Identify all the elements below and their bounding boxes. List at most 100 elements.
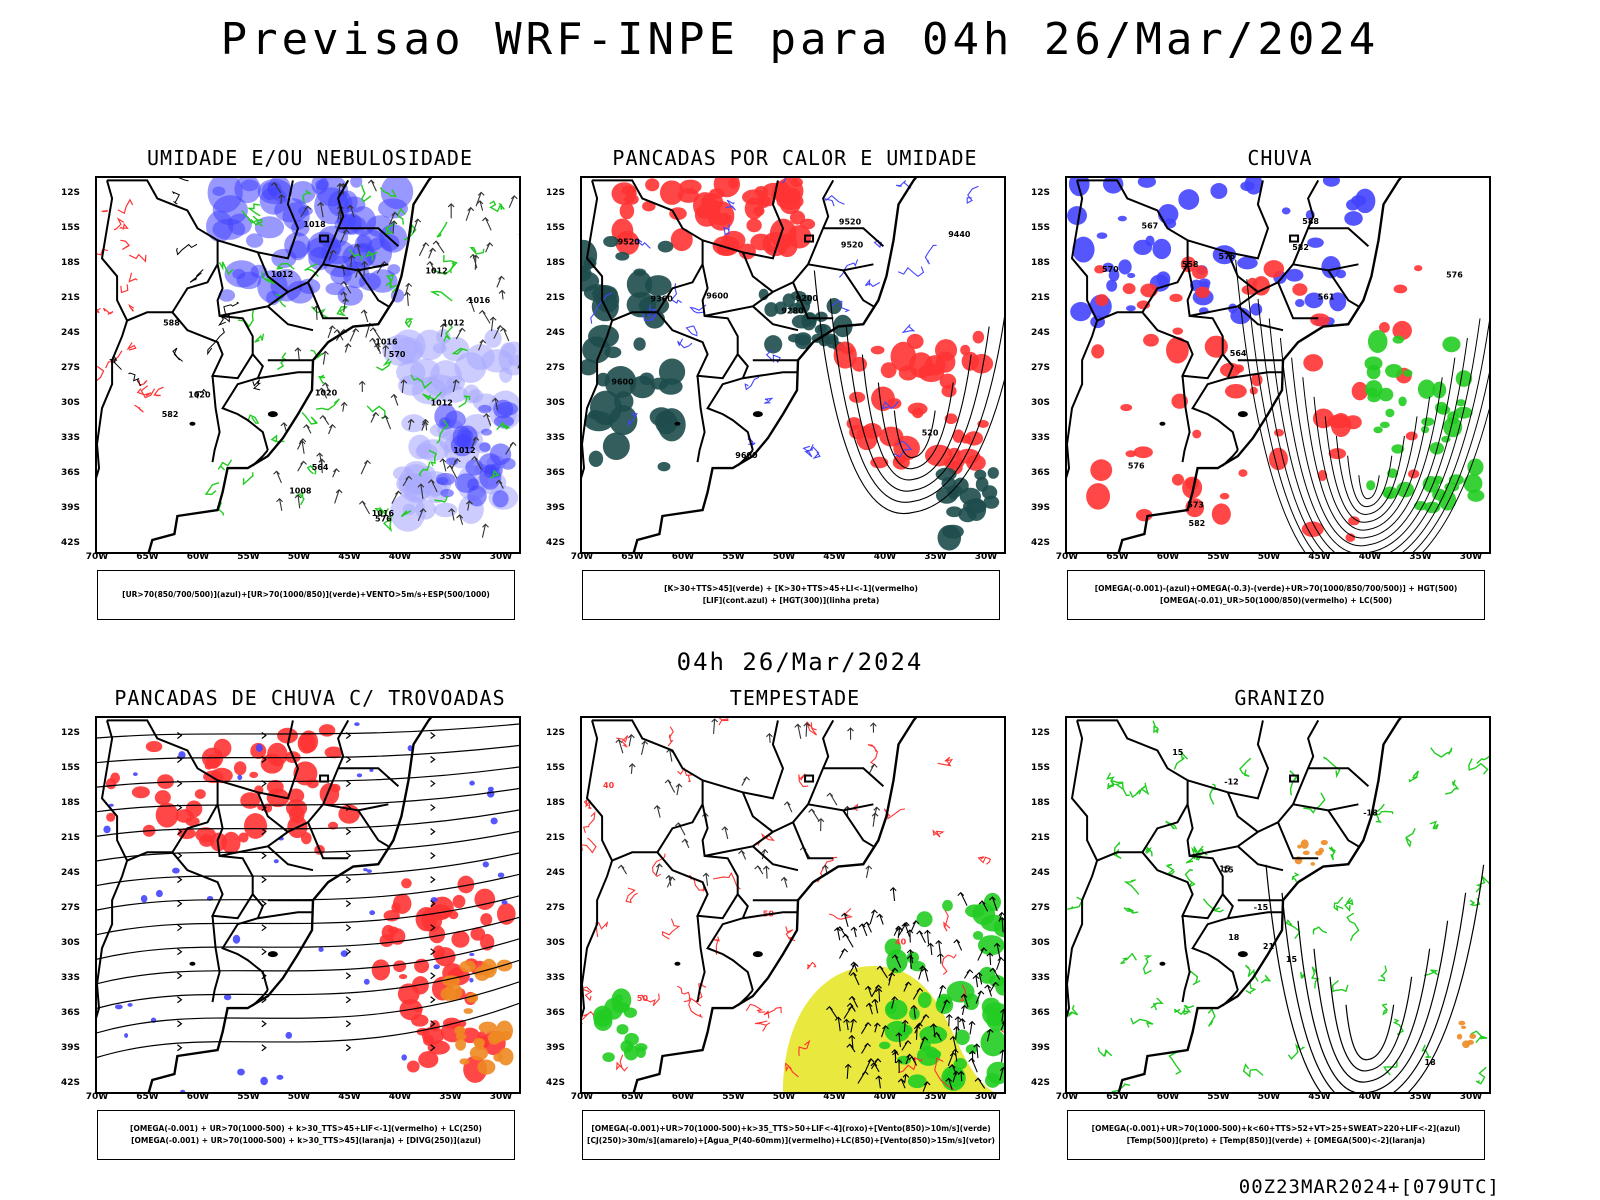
- contour-label: 564: [1230, 349, 1247, 358]
- panel-pancadas-calor: PANCADAS POR CALOR E UMIDADE 9600 9600 9600…: [546, 146, 1010, 626]
- latitude-label: 24S: [546, 868, 566, 878]
- legend-line: [K>30+TTS>45](verde) + [K>30+TTS>45+LI<-…: [664, 584, 918, 593]
- thunder-orange-field: [440, 958, 514, 1075]
- latitude-label: 12S: [61, 188, 81, 198]
- contour-label: 576: [1446, 271, 1463, 280]
- latitude-label: 24S: [61, 868, 81, 878]
- panel-legend: [K>30+TTS>45](verde) + [K>30+TTS>45+LI<-…: [582, 570, 1000, 620]
- longitude-label: 35W: [1409, 552, 1432, 562]
- longitude-label: 65W: [621, 1092, 644, 1102]
- contour-label: 21: [1263, 942, 1275, 951]
- panel-chuva: CHUVA 582 588 576 576 573 570 567 564 561 558 582 57…: [1031, 146, 1495, 626]
- latitude-label: 18S: [546, 258, 566, 268]
- contour-label: -12: [1224, 778, 1238, 787]
- latitude-label: 27S: [61, 903, 81, 913]
- latitude-label: 21S: [546, 833, 566, 843]
- longitude-label: 65W: [1106, 552, 1129, 562]
- latitude-label: 24S: [1031, 328, 1051, 338]
- longitude-label: 60W: [186, 1092, 210, 1102]
- longitude-label: 45W: [823, 1092, 846, 1102]
- contour-label: 15: [1172, 748, 1184, 757]
- longitude-label: 65W: [621, 552, 644, 562]
- latitude-label: 21S: [546, 293, 566, 303]
- contour-label: 1020: [188, 391, 211, 400]
- omega500-orange-spots-east: [1456, 1020, 1477, 1049]
- latitude-label: 21S: [61, 833, 81, 843]
- longitude-label: 50W: [1257, 1092, 1281, 1102]
- map-frame: -18 -15 -12 15 15 15 15 18 18 21: [1065, 716, 1491, 1094]
- longitude-label: 70W: [1055, 1092, 1079, 1102]
- longitude-label: 40W: [388, 552, 412, 562]
- contour-label: 9600: [735, 451, 758, 460]
- latitude-label: 42S: [546, 538, 566, 548]
- latitude-label: 15S: [546, 763, 566, 773]
- latitude-label: 39S: [1031, 503, 1051, 513]
- wind850-vectors-north: [615, 718, 881, 888]
- longitude-label: 45W: [1308, 1092, 1331, 1102]
- contour-label: 1008: [289, 487, 312, 496]
- longitude-label: 30W: [974, 552, 998, 562]
- panel-title: PANCADAS DE CHUVA C/ TROVOADAS: [114, 686, 506, 710]
- latitude-label: 30S: [61, 938, 81, 948]
- contour-label: 18: [1425, 1058, 1437, 1067]
- political-boundaries: [97, 718, 433, 1092]
- latitude-label: 33S: [1031, 433, 1051, 443]
- panel-legend: [OMEGA(-0.001)+UR>70(1000-500)+k<60+TTS>…: [1067, 1110, 1485, 1160]
- latitude-label: 36S: [1031, 1008, 1051, 1018]
- contour-label: 1018: [303, 220, 326, 229]
- longitude-label: 45W: [338, 1092, 361, 1102]
- contour-label: 18: [1228, 933, 1240, 942]
- panel-granizo: GRANIZO -18 -15 -12 15 15 15 15 18 18 21 12S 15S 18S 2…: [1031, 686, 1495, 1166]
- latitude-label: 12S: [546, 728, 566, 738]
- latitude-label: 15S: [61, 223, 81, 233]
- page-title: Previsao WRF-INPE para 04h 26/Mar/2024: [220, 14, 1380, 65]
- temp500-contours: [1265, 864, 1485, 1092]
- longitude-label: 35W: [1409, 1092, 1432, 1102]
- contour-label: 9360: [651, 295, 674, 304]
- longitude-label: 40W: [1358, 1092, 1382, 1102]
- longitude-label: 45W: [338, 552, 361, 562]
- latitude-label: 12S: [546, 188, 566, 198]
- latitude-label: 33S: [61, 433, 81, 443]
- longitude-label: 70W: [570, 552, 594, 562]
- contour-label: 567: [1142, 221, 1159, 230]
- latitude-label: 39S: [546, 503, 566, 513]
- longitude-label: 45W: [1308, 552, 1331, 562]
- contour-label: 40: [603, 781, 615, 790]
- latitude-label: 27S: [546, 903, 566, 913]
- latitude-label: 24S: [546, 328, 566, 338]
- map-frame: [95, 716, 521, 1094]
- map-frame: 582 588 576 576 573 570 567 564 561 558 582 576: [1065, 176, 1491, 554]
- heat-teal-field-south: [935, 467, 1000, 551]
- contour-label: 1012: [442, 318, 464, 327]
- longitude-label: 40W: [873, 552, 897, 562]
- longitude-label: 65W: [136, 1092, 159, 1102]
- longitude-label: 65W: [1106, 1092, 1129, 1102]
- panel-legend: [UR>70(850/700/500)](azul)+[UR>70(1000/8…: [97, 570, 515, 620]
- latitude-label: 30S: [1031, 398, 1051, 408]
- longitude-label: 60W: [671, 1092, 695, 1102]
- legend-line: [Temp(500)](preto) + [Temp(850)](verde) …: [1126, 1136, 1426, 1145]
- latitude-label: 21S: [1031, 833, 1051, 843]
- legend-line: [OMEGA(-0.001) + UR>70(1000-500) + k>30_…: [131, 1136, 481, 1145]
- latitude-label: 24S: [61, 328, 81, 338]
- hgt300-contours: [813, 270, 1004, 515]
- thunder-red-field-north: [105, 724, 360, 855]
- humidity-green-contours: [204, 184, 519, 533]
- longitude-label: 55W: [237, 1092, 260, 1102]
- longitude-label: 30W: [489, 552, 513, 562]
- heat-red-field-north: [611, 178, 816, 260]
- contour-label: -15: [1254, 903, 1269, 912]
- longitude-label: 40W: [1358, 552, 1382, 562]
- latitude-label: 30S: [546, 938, 566, 948]
- divergence-blue-dots: [103, 722, 508, 1092]
- contour-label: 561: [1318, 293, 1335, 302]
- longitude-label: 70W: [85, 552, 109, 562]
- contour-label: 50: [637, 994, 649, 1003]
- latitude-label: 12S: [1031, 728, 1051, 738]
- latitude-label: 18S: [61, 798, 81, 808]
- latitude-label: 27S: [61, 363, 81, 373]
- latitude-label: 18S: [1031, 798, 1051, 808]
- forecast-date: 04h 26/Mar/2024: [676, 648, 924, 676]
- latitude-label: 36S: [61, 1008, 81, 1018]
